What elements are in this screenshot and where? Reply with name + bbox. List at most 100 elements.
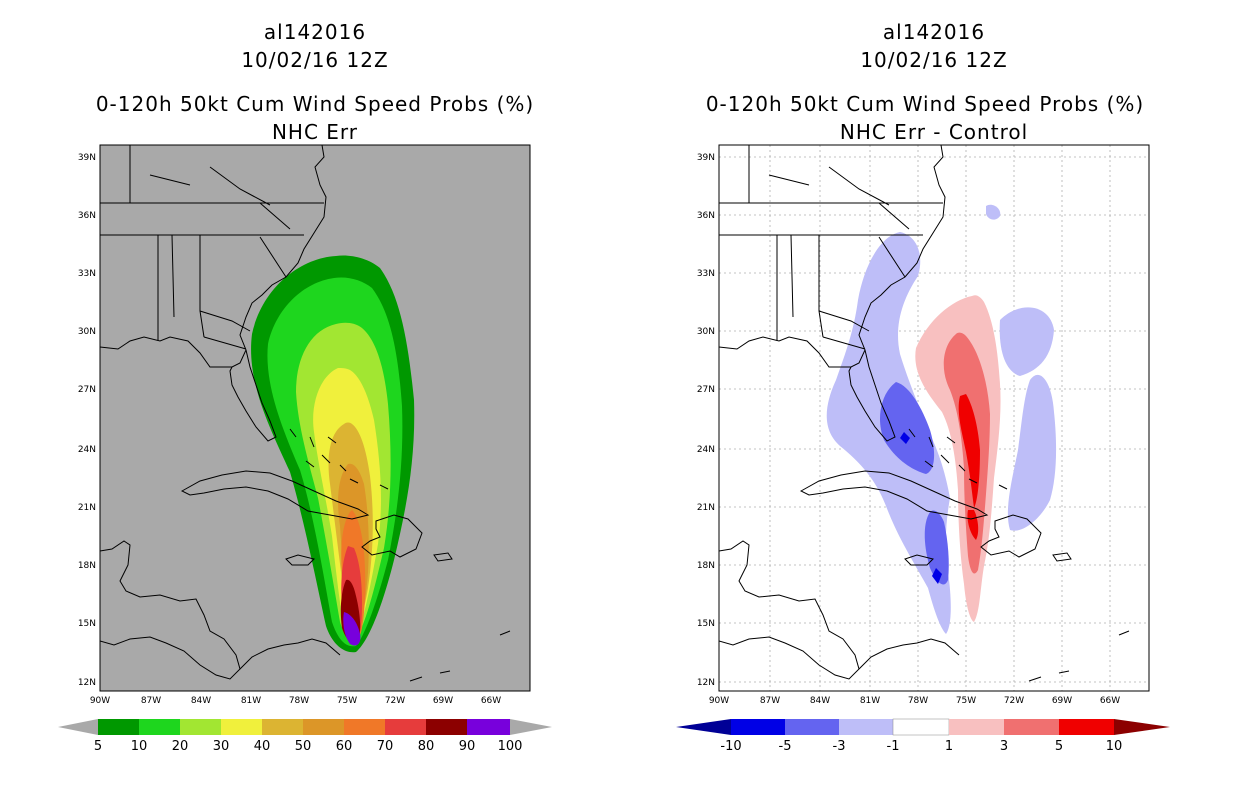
lon-label: 90W xyxy=(90,696,110,706)
lat-label: 12N xyxy=(78,678,96,688)
colorbar-label: 10 xyxy=(131,739,148,754)
lon-label: 66W xyxy=(481,696,501,706)
lon-label: 72W xyxy=(385,696,405,706)
diff-contour-neg1 xyxy=(999,307,1054,376)
colorbar-label: 80 xyxy=(418,739,435,754)
right-map: 39N 36N 33N 30N 27N 24N 21N 18N 15N 12N … xyxy=(697,144,1150,706)
lon-label: 84W xyxy=(191,696,211,706)
right-subtitle: NHC Err - Control xyxy=(839,120,1029,144)
colorbar-swatch xyxy=(262,719,303,735)
colorbar-label: 50 xyxy=(295,739,312,754)
colorbar-swatch xyxy=(98,719,139,735)
colorbar-swatch xyxy=(467,719,510,735)
colorbar-label: -3 xyxy=(833,739,846,754)
lat-label: 33N xyxy=(78,269,96,279)
lat-label: 12N xyxy=(697,678,715,688)
right-colorbar: -10 -5 -3 -1 1 3 5 10 xyxy=(676,718,1170,754)
colorbar-swatch xyxy=(949,719,1004,735)
colorbar-swatch xyxy=(785,719,839,735)
right-lon-labels: 90W 87W 84W 81W 78W 75W 72W 69W 66W xyxy=(709,696,1120,706)
right-product-title: 0-120h 50kt Cum Wind Speed Probs (%) xyxy=(705,92,1145,116)
left-colorbar: 5 10 20 30 40 50 60 70 80 90 100 xyxy=(58,719,552,754)
colorbar-label: 60 xyxy=(336,739,353,754)
lon-label: 69W xyxy=(433,696,453,706)
lat-label: 39N xyxy=(78,153,96,163)
lon-label: 66W xyxy=(1100,696,1120,706)
lon-label: 69W xyxy=(1052,696,1072,706)
right-datetime: 10/02/16 12Z xyxy=(860,48,1008,72)
lat-label: 33N xyxy=(697,269,715,279)
right-storm-id: al142016 xyxy=(882,20,986,44)
colorbar-swatch xyxy=(180,719,221,735)
lon-label: 87W xyxy=(141,696,161,706)
right-map-background xyxy=(719,145,1149,691)
colorbar-under-arrow xyxy=(58,719,98,735)
prob-contour-90 xyxy=(343,612,361,646)
lat-label: 27N xyxy=(78,385,96,395)
right-lat-labels: 39N 36N 33N 30N 27N 24N 21N 18N 15N 12N xyxy=(697,153,715,688)
lat-label: 21N xyxy=(78,503,96,513)
lat-label: 27N xyxy=(697,385,715,395)
right-map-frame xyxy=(718,144,1150,692)
diff-contour-pos5 xyxy=(958,394,980,508)
left-subtitle: NHC Err xyxy=(271,120,359,144)
colorbar-swatch xyxy=(892,718,950,736)
colorbar-swatch xyxy=(426,719,467,735)
colorbar-over-arrow xyxy=(510,719,552,735)
left-map-frame xyxy=(99,144,531,692)
colorbar-swatch xyxy=(344,719,385,735)
colorbar-label: -5 xyxy=(779,739,792,754)
lon-label: 78W xyxy=(908,696,928,706)
left-storm-id: al142016 xyxy=(263,20,367,44)
lat-label: 18N xyxy=(78,561,96,571)
colorbar-swatch xyxy=(221,719,262,735)
colorbar-swatch xyxy=(303,719,344,735)
lon-label: 84W xyxy=(810,696,830,706)
lon-label: 81W xyxy=(860,696,880,706)
colorbar-label: -1 xyxy=(887,739,900,754)
lat-label: 30N xyxy=(78,327,96,337)
colorbar-swatch xyxy=(385,719,426,735)
colorbar-label: 3 xyxy=(1000,739,1008,754)
colorbar-label: 20 xyxy=(172,739,189,754)
colorbar-swatch xyxy=(1004,719,1059,735)
lat-label: 15N xyxy=(78,619,96,629)
colorbar-swatch xyxy=(839,719,893,735)
right-difference-field xyxy=(719,145,1130,682)
colorbar-over-arrow xyxy=(1114,719,1170,735)
lon-label: 81W xyxy=(241,696,261,706)
left-product-title: 0-120h 50kt Cum Wind Speed Probs (%) xyxy=(95,92,535,116)
lat-label: 30N xyxy=(697,327,715,337)
lat-label: 18N xyxy=(697,561,715,571)
colorbar-label: -10 xyxy=(720,739,741,754)
colorbar-label: 10 xyxy=(1106,739,1123,754)
left-map: 39N 36N 33N 30N 27N 24N 21N 18N 15N 12N … xyxy=(78,144,531,706)
left-datetime: 10/02/16 12Z xyxy=(241,48,389,72)
lat-label: 36N xyxy=(697,211,715,221)
colorbar-label: 40 xyxy=(254,739,271,754)
colorbar-label: 70 xyxy=(377,739,394,754)
lon-label: 75W xyxy=(956,696,976,706)
colorbar-under-arrow xyxy=(676,719,731,735)
lat-label: 24N xyxy=(697,445,715,455)
colorbar-label: 100 xyxy=(498,739,523,754)
lon-label: 90W xyxy=(709,696,729,706)
colorbar-label: 30 xyxy=(213,739,230,754)
colorbar-swatch xyxy=(1059,719,1114,735)
colorbar-label: 1 xyxy=(945,739,953,754)
lon-label: 75W xyxy=(337,696,357,706)
lon-label: 72W xyxy=(1004,696,1024,706)
lat-label: 36N xyxy=(78,211,96,221)
left-probability-field xyxy=(100,145,511,682)
lon-label: 87W xyxy=(760,696,780,706)
colorbar-label: 90 xyxy=(459,739,476,754)
diff-contour-neg3 xyxy=(924,510,949,585)
left-lon-labels: 90W 87W 84W 81W 78W 75W 72W 69W 66W xyxy=(90,696,501,706)
lat-label: 21N xyxy=(697,503,715,513)
diff-contour-neg1 xyxy=(986,204,1001,220)
colorbar-swatch xyxy=(139,719,180,735)
lat-label: 15N xyxy=(697,619,715,629)
diff-contour-neg1 xyxy=(1007,374,1057,531)
lat-label: 39N xyxy=(697,153,715,163)
